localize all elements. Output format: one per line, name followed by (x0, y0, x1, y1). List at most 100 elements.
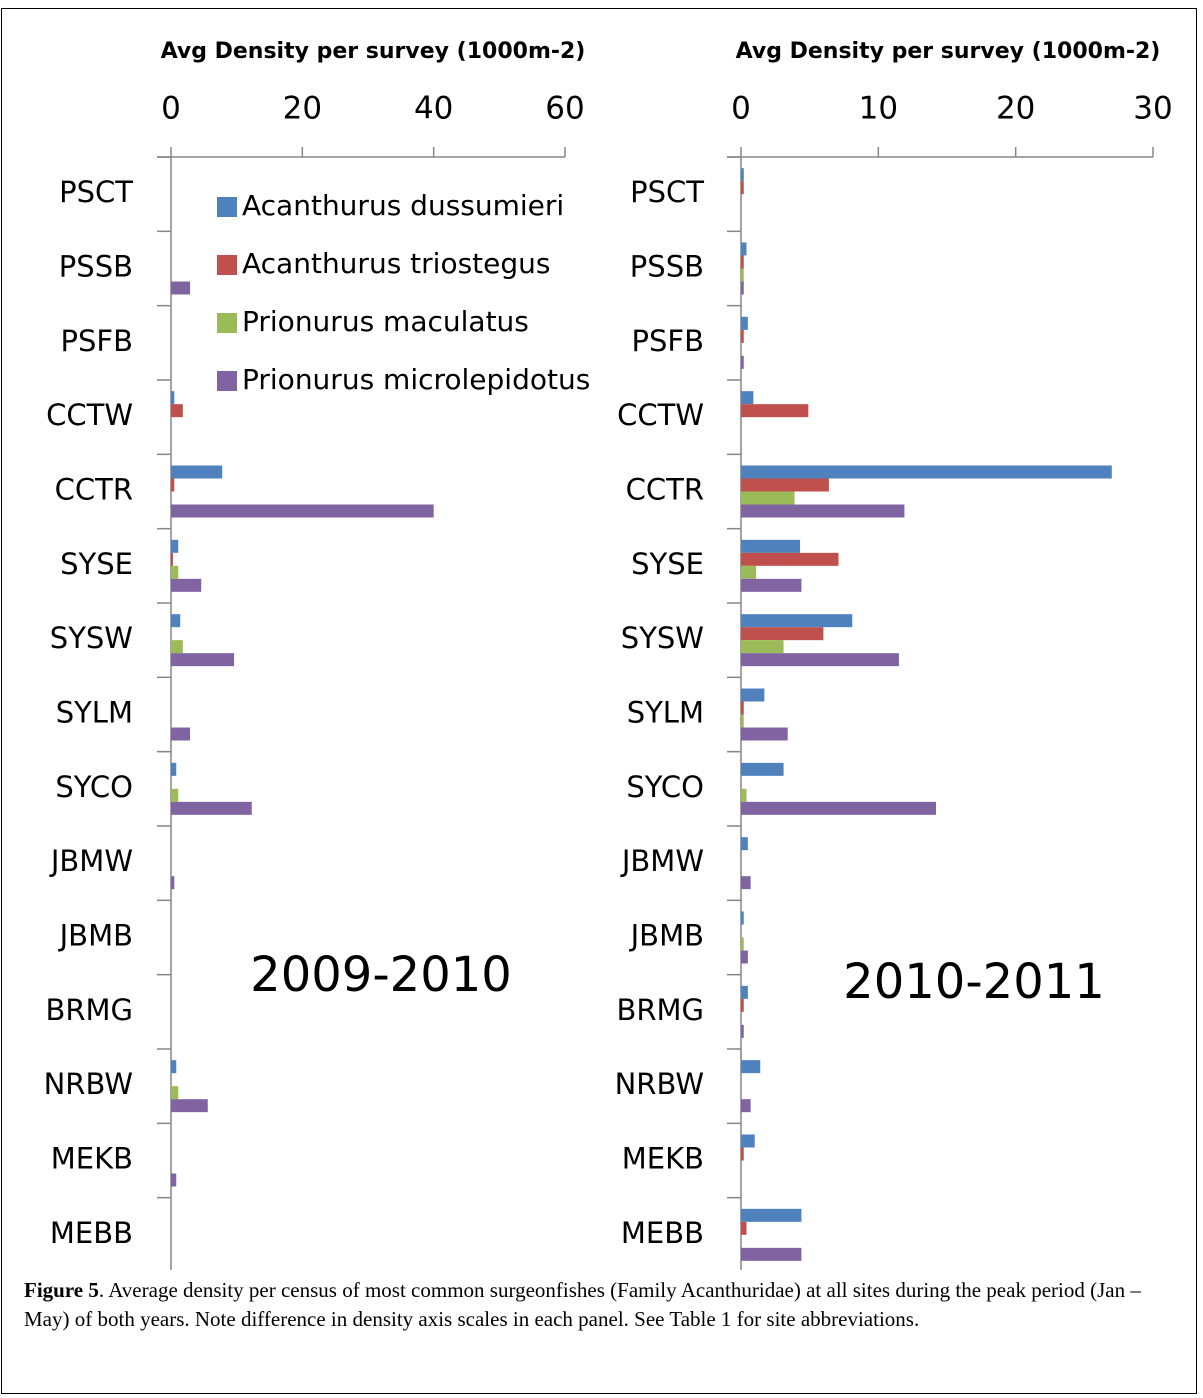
y-tick-label: MEKB (622, 1142, 704, 1176)
bar (741, 1221, 747, 1235)
y-tick-label: NRBW (615, 1067, 704, 1101)
bar (741, 688, 765, 702)
y-tick-label: CCTR (626, 473, 704, 507)
bar (741, 1134, 755, 1148)
bar (741, 950, 748, 964)
bar (741, 985, 748, 999)
y-tick-label: SYCO (626, 770, 704, 804)
bar (171, 539, 179, 553)
bar (741, 391, 754, 405)
bar (171, 1173, 177, 1187)
bar (741, 1247, 802, 1261)
y-tick-label: PSCT (59, 175, 133, 209)
legend-swatch (217, 313, 237, 333)
y-tick-label: JBMW (49, 844, 133, 878)
axis-title: Avg Density per survey (1000m-2) (736, 39, 1161, 64)
y-tick-label: MEBB (50, 1216, 133, 1250)
annotation: 2010-2011 (843, 954, 1105, 1010)
bar (741, 268, 744, 282)
bar (171, 565, 179, 579)
y-tick-label: CCTR (55, 473, 133, 507)
bar (741, 1024, 744, 1038)
bar (741, 404, 809, 418)
bar (741, 762, 784, 776)
bar (171, 1099, 208, 1113)
bar (171, 727, 191, 741)
bar (741, 465, 1112, 479)
legend-label: Acanthurus dussumieri (242, 189, 564, 222)
bar (741, 1060, 761, 1074)
chart: Avg Density per survey (1000m-2) 0 20 40 60 P… (44, 39, 1173, 1270)
bar (741, 316, 748, 330)
bar (741, 329, 744, 343)
bar (741, 714, 744, 728)
bar (171, 876, 175, 890)
bar (171, 552, 173, 566)
bar (741, 727, 788, 741)
axis-title: Avg Density per survey (1000m-2) (161, 39, 586, 64)
bar (741, 1147, 744, 1161)
bar (741, 242, 747, 256)
y-tick-label: SYCO (55, 770, 133, 804)
bar (171, 1060, 177, 1074)
y-tick-label: SYSE (631, 547, 704, 581)
y-tick-label: PSFB (632, 324, 704, 358)
bar (171, 281, 191, 295)
y-tick-label: MEKB (51, 1142, 133, 1176)
bar (741, 801, 937, 815)
caption-label: Figure 5 (24, 1278, 99, 1302)
y-tick-label: NRBW (44, 1067, 133, 1101)
bar (171, 404, 183, 418)
y-tick-label: SYSW (621, 621, 704, 655)
bar (741, 168, 744, 182)
x-tick-label: 0 (731, 91, 751, 127)
x-tick-label: 0 (161, 91, 181, 127)
y-tick-label: PSFB (61, 324, 133, 358)
bar (741, 937, 744, 951)
bar (171, 391, 175, 405)
legend-label: Prionurus microlepidotus (242, 363, 590, 396)
bar (171, 762, 177, 776)
y-tick-label: CCTW (617, 398, 704, 432)
y-tick-label: SYLM (627, 696, 704, 730)
bar (171, 478, 175, 492)
bar (741, 640, 784, 654)
bar (741, 837, 748, 851)
y-tick-label: PSSB (59, 250, 133, 284)
bar (741, 565, 757, 579)
x-tick-label: 10 (859, 91, 898, 127)
bar (741, 578, 802, 592)
annotation: 2009-2010 (250, 947, 512, 1003)
bar (741, 255, 744, 269)
bar (171, 504, 434, 518)
y-tick-label: PSSB (630, 250, 704, 284)
y-tick-label: MEBB (621, 1216, 704, 1250)
y-tick-label: BRMG (616, 993, 704, 1027)
bar (741, 281, 744, 295)
bar (171, 465, 223, 479)
bar (171, 653, 235, 667)
bar (741, 181, 744, 195)
bar (741, 539, 801, 553)
legend-label: Acanthurus triostegus (242, 247, 550, 280)
bar (741, 876, 751, 890)
legend-label: Prionurus maculatus (242, 305, 529, 338)
legend-swatch (217, 371, 237, 391)
y-tick-label: CCTW (46, 398, 133, 432)
bar (741, 701, 744, 715)
y-tick-label: BRMG (45, 993, 133, 1027)
y-tick-label: SYSE (60, 547, 133, 581)
y-tick-label: JBMW (620, 844, 704, 878)
bar (741, 788, 747, 802)
x-tick-label: 20 (283, 91, 322, 127)
bar (171, 578, 202, 592)
y-tick-label: SYSW (50, 621, 133, 655)
bar (171, 640, 183, 654)
bar (741, 1208, 802, 1222)
legend-swatch (217, 255, 237, 275)
bar (741, 491, 795, 505)
bar (741, 552, 839, 566)
bar (741, 614, 853, 628)
bar (741, 1099, 751, 1113)
